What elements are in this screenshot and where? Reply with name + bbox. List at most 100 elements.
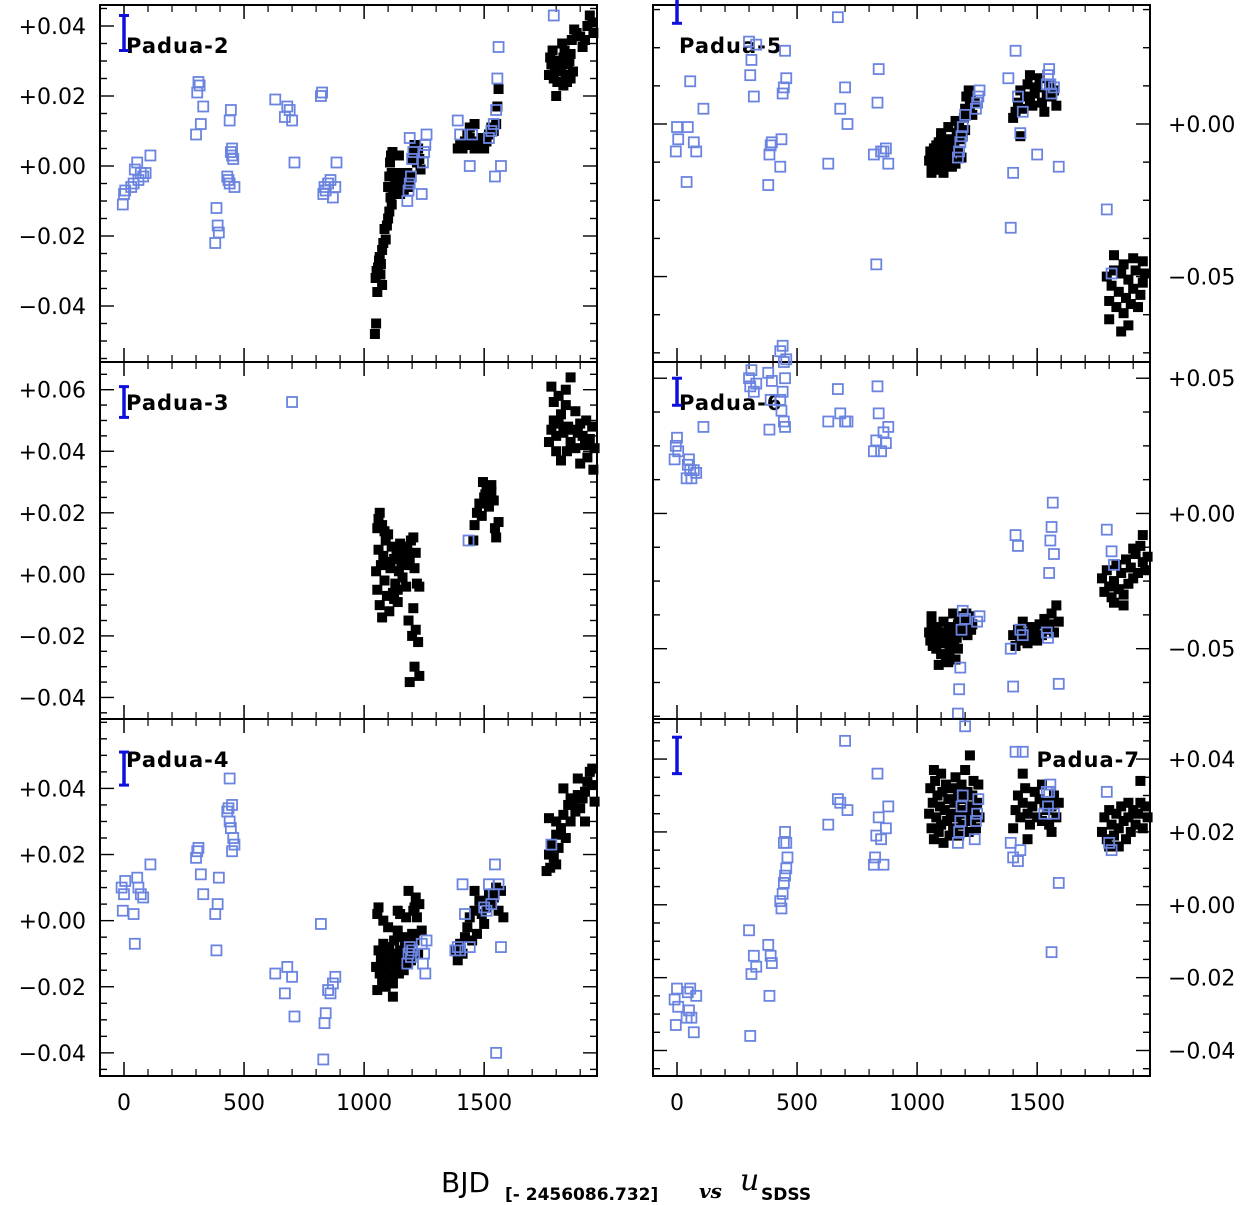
- data-point-filled: [551, 816, 562, 827]
- data-point-open: [959, 720, 972, 733]
- data-point-open: [1052, 877, 1065, 889]
- data-point-filled: [1123, 274, 1134, 285]
- data-point-filled: [1099, 812, 1110, 823]
- data-point-open: [956, 121, 969, 133]
- data-point-filled: [942, 816, 953, 826]
- data-point-open: [841, 804, 854, 816]
- data-point-filled: [1027, 622, 1038, 633]
- data-point-open: [955, 800, 968, 813]
- data-point-open: [1048, 548, 1060, 560]
- data-point-filled: [950, 654, 961, 665]
- y-tick-label: −0.04: [1168, 1040, 1235, 1065]
- data-point-filled: [404, 945, 415, 956]
- data-point-filled: [1113, 584, 1124, 595]
- data-point-open: [221, 170, 234, 183]
- data-point-open: [1043, 567, 1056, 579]
- data-point-filled: [1123, 797, 1134, 808]
- data-point-filled: [926, 158, 937, 169]
- data-point-open: [970, 815, 982, 827]
- data-point-filled: [477, 477, 488, 488]
- data-point-open: [286, 970, 298, 983]
- data-point-filled: [575, 418, 586, 429]
- data-point-filled: [942, 140, 953, 151]
- panel-frame: [99, 4, 598, 363]
- data-point-filled: [386, 168, 397, 178]
- data-point-open: [1103, 836, 1116, 849]
- data-point-filled: [411, 912, 422, 923]
- data-point-filled: [1120, 292, 1131, 303]
- data-point-filled: [387, 991, 398, 1002]
- data-point-open: [780, 836, 793, 849]
- panel-title: Padua-5: [679, 34, 782, 58]
- data-point-filled: [1046, 826, 1057, 837]
- data-point-open: [224, 146, 237, 158]
- data-point-filled: [560, 384, 571, 395]
- data-point-open: [545, 838, 558, 851]
- data-point-filled: [1029, 88, 1040, 99]
- data-point-filled: [579, 816, 590, 827]
- data-point-open: [402, 184, 415, 197]
- data-point-open: [118, 188, 130, 200]
- data-point-filled: [931, 643, 942, 654]
- y-tick-label: +0.00: [19, 155, 86, 180]
- data-point-open: [1012, 90, 1024, 103]
- data-point-filled: [488, 892, 499, 903]
- data-point-filled: [405, 955, 416, 966]
- data-point-filled: [551, 859, 562, 870]
- data-point-open: [131, 871, 144, 884]
- data-point-open: [822, 818, 835, 831]
- data-point-open: [211, 898, 224, 911]
- data-point-open: [495, 941, 507, 953]
- data-point-open: [192, 76, 205, 88]
- data-point-open: [744, 69, 757, 82]
- series-filled-points: [371, 763, 600, 1002]
- data-point-filled: [570, 406, 581, 417]
- data-point-filled: [385, 563, 396, 574]
- data-point-open: [212, 226, 225, 239]
- data-point-filled: [452, 955, 463, 966]
- data-point-filled: [398, 550, 409, 561]
- data-point-filled: [377, 280, 388, 290]
- data-point-filled: [945, 808, 956, 819]
- data-point-open: [403, 177, 416, 190]
- data-point-filled: [940, 651, 951, 662]
- data-point-open: [763, 989, 776, 1002]
- data-point-filled: [381, 948, 392, 959]
- data-point-filled: [1123, 578, 1134, 589]
- data-point-filled: [387, 147, 398, 157]
- panel-padua-6: −0.05 +0.00 +0.05 Padua-6: [652, 339, 1235, 720]
- data-point-filled: [928, 834, 939, 845]
- y-tick-label: −0.04: [19, 686, 86, 711]
- data-point-open: [406, 944, 419, 957]
- data-point-filled: [467, 935, 478, 946]
- data-point-filled: [1108, 597, 1119, 608]
- data-point-filled: [565, 816, 576, 827]
- data-point-filled: [960, 125, 971, 136]
- y-tick-label: +0.00: [19, 910, 86, 935]
- data-point-filled: [469, 885, 480, 896]
- data-point-filled: [375, 952, 386, 962]
- data-point-open: [1105, 545, 1118, 558]
- data-point-open: [690, 145, 703, 158]
- data-point-filled: [552, 77, 563, 87]
- data-point-filled: [459, 932, 470, 943]
- data-point-open: [451, 941, 464, 953]
- data-point-filled: [480, 489, 491, 500]
- data-point-filled: [380, 535, 391, 546]
- data-point-open: [197, 888, 210, 901]
- data-point-filled: [469, 119, 480, 129]
- data-point-filled: [553, 390, 564, 401]
- y-tick-label: +0.04: [1168, 748, 1235, 773]
- data-point-open: [451, 114, 464, 127]
- data-point-open: [226, 845, 238, 858]
- data-point-open: [478, 901, 491, 914]
- y-tick-label: −0.05: [1168, 638, 1235, 663]
- data-point-filled: [375, 259, 386, 269]
- data-point-filled: [551, 829, 562, 840]
- data-point-filled: [927, 797, 938, 808]
- data-point-filled: [559, 45, 570, 56]
- data-point-filled: [377, 520, 388, 531]
- data-point-filled: [1053, 797, 1064, 808]
- data-point-filled: [943, 794, 954, 805]
- data-point-open: [134, 888, 147, 901]
